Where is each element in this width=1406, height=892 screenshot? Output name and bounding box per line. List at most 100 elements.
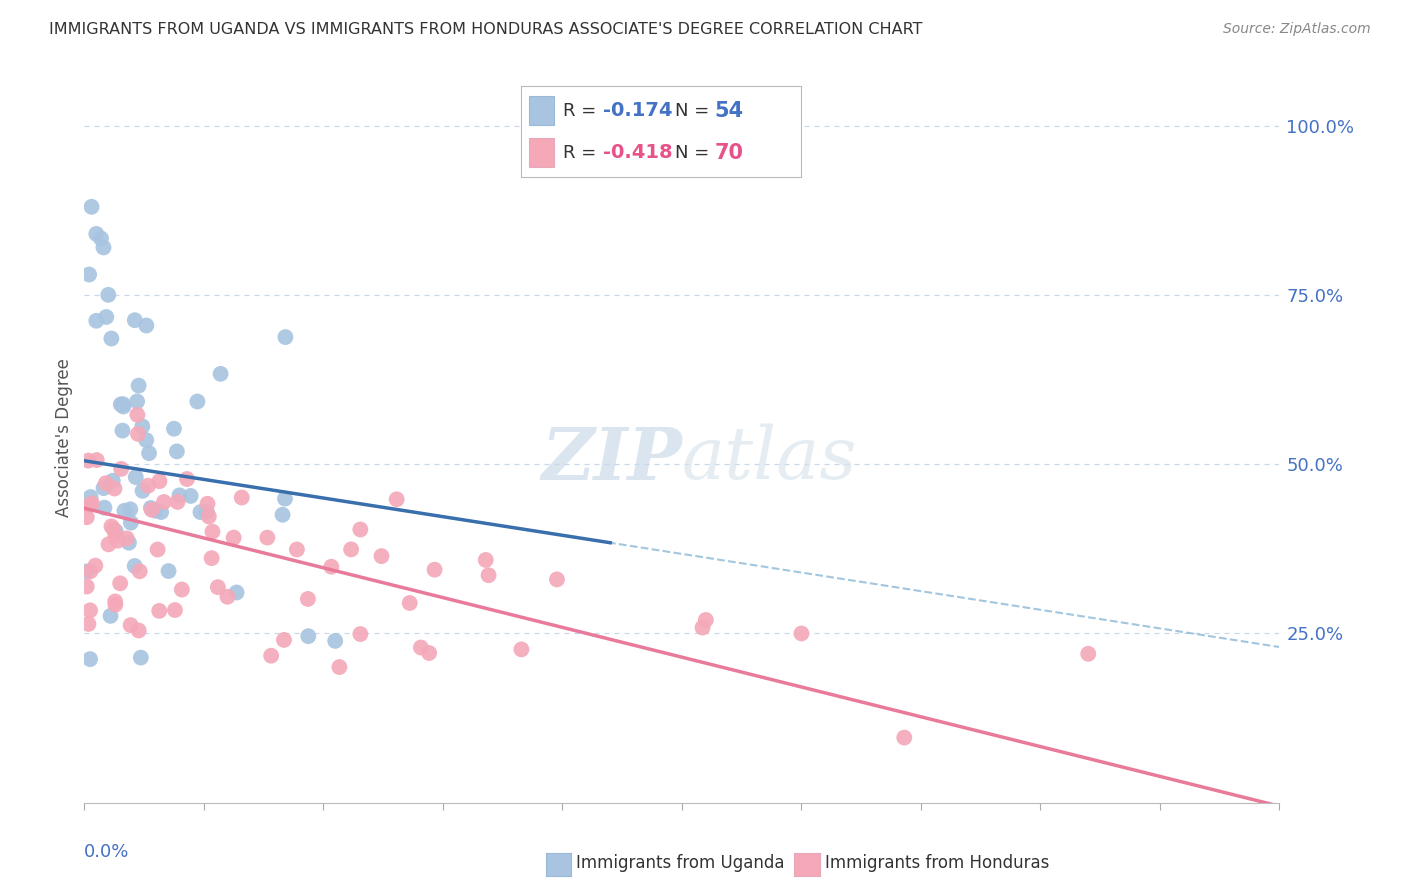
Point xyxy=(127,408,149,422)
Point xyxy=(108,576,131,591)
Point xyxy=(323,633,346,648)
Point xyxy=(225,585,247,599)
Point xyxy=(79,498,101,512)
Point xyxy=(86,227,108,241)
Point xyxy=(695,613,717,627)
Point xyxy=(340,542,363,557)
Point xyxy=(138,446,160,460)
Point xyxy=(398,596,420,610)
Text: 0.0%: 0.0% xyxy=(84,843,129,861)
Point xyxy=(370,549,392,563)
Point xyxy=(104,598,127,612)
Point xyxy=(148,604,170,618)
Point xyxy=(790,626,813,640)
Point xyxy=(80,496,103,510)
Point xyxy=(477,568,499,582)
Point xyxy=(153,495,176,509)
Point xyxy=(274,491,297,506)
Point xyxy=(101,474,124,488)
Y-axis label: Associate's Degree: Associate's Degree xyxy=(55,358,73,516)
Point xyxy=(76,565,98,579)
Point xyxy=(128,624,150,638)
Point xyxy=(321,559,343,574)
Point xyxy=(297,629,319,643)
Point xyxy=(79,564,101,578)
Point xyxy=(94,476,117,491)
Point xyxy=(148,474,170,488)
Point xyxy=(112,397,135,411)
Point xyxy=(180,489,202,503)
Text: atlas: atlas xyxy=(682,424,858,494)
Point xyxy=(84,558,107,573)
Point xyxy=(86,314,108,328)
Point xyxy=(260,648,283,663)
Point xyxy=(385,492,408,507)
Point xyxy=(110,462,132,476)
Point xyxy=(145,504,167,518)
Point xyxy=(274,330,297,344)
Point xyxy=(157,564,180,578)
Point xyxy=(328,660,350,674)
Point xyxy=(100,608,122,623)
Point xyxy=(120,516,142,530)
Point xyxy=(135,318,157,333)
Point xyxy=(93,500,115,515)
Point xyxy=(79,603,101,617)
Point xyxy=(104,594,127,608)
Point xyxy=(136,479,159,493)
Point xyxy=(893,731,915,745)
Point xyxy=(77,616,100,631)
Point xyxy=(349,523,371,537)
Point xyxy=(80,200,103,214)
Point xyxy=(100,519,122,533)
Point xyxy=(77,453,100,467)
Point xyxy=(163,603,186,617)
Point xyxy=(110,397,132,411)
Point xyxy=(201,524,224,539)
Point xyxy=(107,533,129,548)
Point xyxy=(207,580,229,594)
Point xyxy=(104,528,127,542)
Point xyxy=(77,268,100,282)
Point xyxy=(115,532,138,546)
Point xyxy=(197,497,219,511)
Point xyxy=(146,542,169,557)
Point xyxy=(131,419,153,434)
Point xyxy=(273,632,295,647)
Point xyxy=(166,444,188,458)
Text: Immigrants from Honduras: Immigrants from Honduras xyxy=(825,855,1050,872)
Point xyxy=(124,559,146,574)
Point xyxy=(231,491,253,505)
Point xyxy=(129,650,152,665)
Point xyxy=(76,510,98,524)
Point xyxy=(190,505,212,519)
Point xyxy=(120,618,142,632)
Point xyxy=(103,482,125,496)
Point xyxy=(96,310,118,324)
Point xyxy=(409,640,432,655)
Point xyxy=(222,531,245,545)
Point xyxy=(131,483,153,498)
Text: ZIP: ZIP xyxy=(541,424,682,494)
Point xyxy=(127,394,149,409)
Point xyxy=(112,400,135,414)
Point xyxy=(104,524,127,539)
Point xyxy=(166,495,188,509)
Point xyxy=(127,426,149,441)
Point xyxy=(90,231,112,245)
Point xyxy=(141,503,163,517)
Point xyxy=(100,332,122,346)
Point xyxy=(97,537,120,551)
Point xyxy=(546,573,568,587)
Point xyxy=(198,509,221,524)
Point xyxy=(349,627,371,641)
Point xyxy=(86,453,108,467)
Point xyxy=(510,642,533,657)
Point xyxy=(124,313,146,327)
Text: Immigrants from Uganda: Immigrants from Uganda xyxy=(576,855,785,872)
Point xyxy=(285,542,308,557)
Point xyxy=(186,394,208,409)
Point xyxy=(128,564,150,578)
Point xyxy=(93,481,115,495)
Point xyxy=(423,563,446,577)
